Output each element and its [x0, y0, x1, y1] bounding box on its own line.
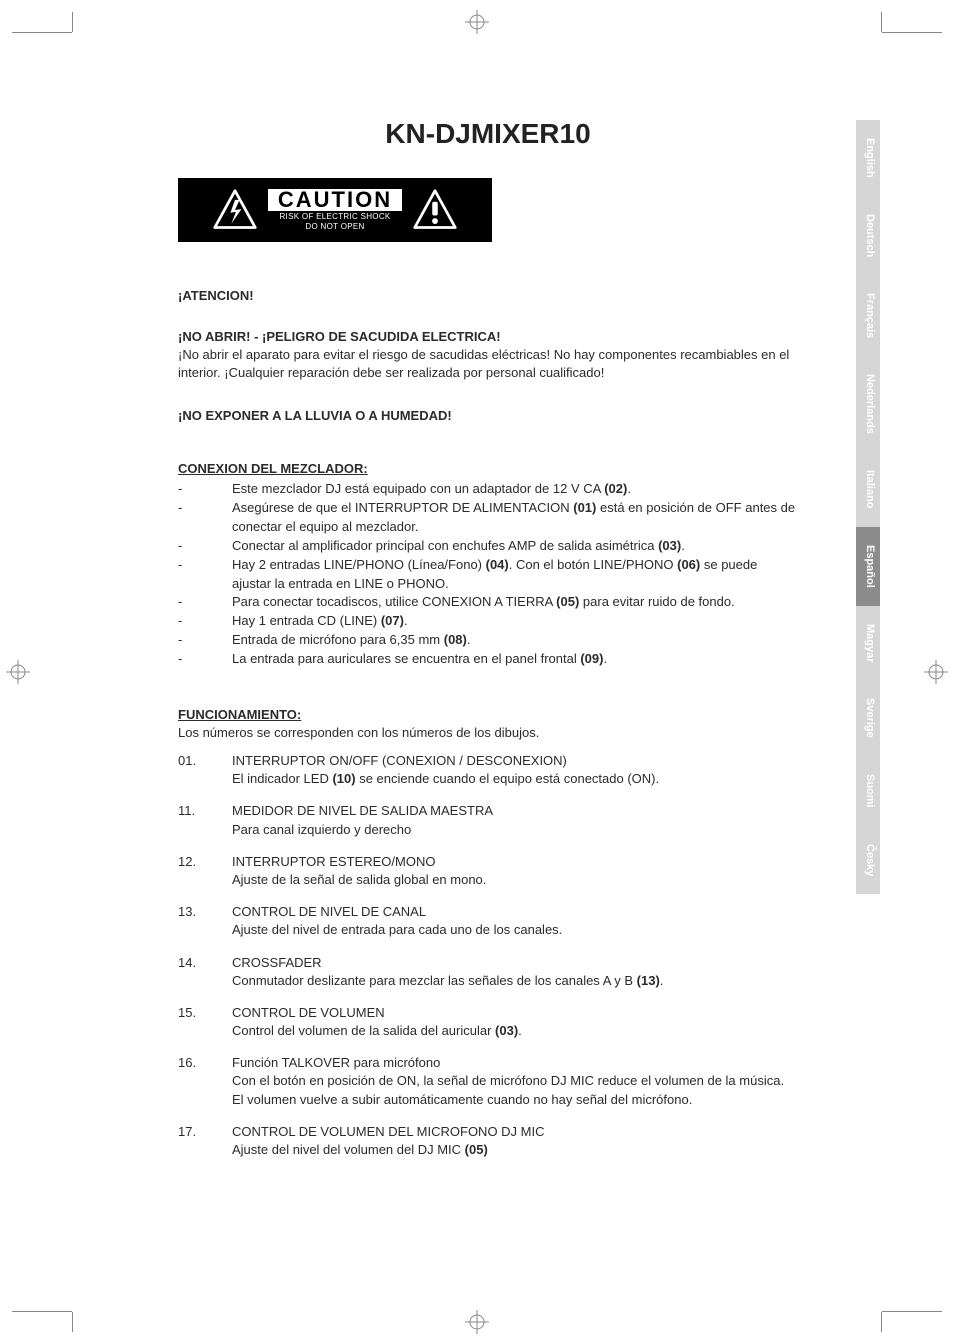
no-abrir-body: ¡No abrir el aparato para evitar el ries…: [178, 346, 798, 382]
funcionamiento-list: 01.INTERRUPTOR ON/OFF (CONEXION / DESCON…: [178, 752, 798, 1159]
list-item: 15.CONTROL DE VOLUMENControl del volumen…: [178, 1004, 798, 1040]
funcionamiento-intro: Los números se corresponden con los núme…: [178, 724, 798, 742]
language-tab: Sverige: [856, 680, 880, 756]
no-abrir-heading: ¡NO ABRIR! - ¡PELIGRO DE SACUDIDA ELECTR…: [178, 329, 798, 344]
manual-page: EnglishDeutschFrançaisNederlandsItaliano…: [0, 0, 954, 1344]
crop-mark: [12, 1311, 72, 1312]
list-item: 13.CONTROL DE NIVEL DE CANALAjuste del n…: [178, 903, 798, 939]
list-item: 12.INTERRUPTOR ESTEREO/MONOAjuste de la …: [178, 853, 798, 889]
list-item: -La entrada para auriculares se encuentr…: [178, 650, 798, 669]
crop-mark: [72, 12, 73, 32]
crop-mark: [882, 32, 942, 33]
list-item: -Hay 1 entrada CD (LINE) (07).: [178, 612, 798, 631]
list-item: 16.Función TALKOVER para micrófonoCon el…: [178, 1054, 798, 1109]
atencion-heading: ¡ATENCION!: [178, 288, 798, 303]
caution-text-block: CAUTION RISK OF ELECTRIC SHOCK DO NOT OP…: [268, 189, 402, 231]
language-tab: Français: [856, 275, 880, 356]
language-tab: Suomi: [856, 756, 880, 826]
language-tab: Magyar: [856, 606, 880, 681]
list-item: -Asegúrese de que el INTERRUPTOR DE ALIM…: [178, 499, 798, 537]
crop-mark: [881, 12, 882, 32]
crop-mark: [881, 1312, 882, 1332]
registration-mark-icon: [465, 1310, 489, 1334]
caution-line2: DO NOT OPEN: [305, 223, 364, 231]
language-tab: English: [856, 120, 880, 196]
language-tab: Español: [856, 527, 880, 606]
caution-line1: RISK OF ELECTRIC SHOCK: [279, 213, 390, 221]
shock-warning-icon: [212, 187, 258, 233]
crop-mark: [882, 1311, 942, 1312]
language-tab: Italiano: [856, 452, 880, 527]
list-item: 14.CROSSFADERConmutador deslizante para …: [178, 954, 798, 990]
list-item: -Entrada de micrófono para 6,35 mm (08).: [178, 631, 798, 650]
list-item: -Conectar al amplificador principal con …: [178, 537, 798, 556]
registration-mark-icon: [465, 10, 489, 34]
conexion-list: -Este mezclador DJ está equipado con un …: [178, 480, 798, 668]
conexion-heading: CONEXION DEL MEZCLADOR:: [178, 461, 798, 476]
language-tab: Deutsch: [856, 196, 880, 275]
no-exponer-heading: ¡NO EXPONER A LA LLUVIA O A HUMEDAD!: [178, 408, 798, 423]
list-item: 11.MEDIDOR DE NIVEL DE SALIDA MAESTRAPar…: [178, 802, 798, 838]
registration-mark-icon: [6, 660, 30, 684]
crop-mark: [72, 1312, 73, 1332]
registration-mark-icon: [924, 660, 948, 684]
exclamation-warning-icon: [412, 187, 458, 233]
page-content: KN-DJMIXER10 CAUTION RISK OF ELECTRIC SH…: [178, 118, 798, 1173]
caution-label: CAUTION RISK OF ELECTRIC SHOCK DO NOT OP…: [178, 178, 492, 242]
funcionamiento-heading: FUNCIONAMIENTO:: [178, 707, 798, 722]
list-item: -Este mezclador DJ está equipado con un …: [178, 480, 798, 499]
language-tab: Česky: [856, 826, 880, 894]
list-item: 01.INTERRUPTOR ON/OFF (CONEXION / DESCON…: [178, 752, 798, 788]
language-tab: Nederlands: [856, 356, 880, 452]
list-item: -Hay 2 entradas LINE/PHONO (Línea/Fono) …: [178, 556, 798, 594]
list-item: 17.CONTROL DE VOLUMEN DEL MICROFONO DJ M…: [178, 1123, 798, 1159]
caution-word: CAUTION: [268, 189, 402, 211]
crop-mark: [12, 32, 72, 33]
language-tabs: EnglishDeutschFrançaisNederlandsItaliano…: [856, 120, 880, 894]
list-item: -Para conectar tocadiscos, utilice CONEX…: [178, 593, 798, 612]
product-title: KN-DJMIXER10: [178, 118, 798, 150]
